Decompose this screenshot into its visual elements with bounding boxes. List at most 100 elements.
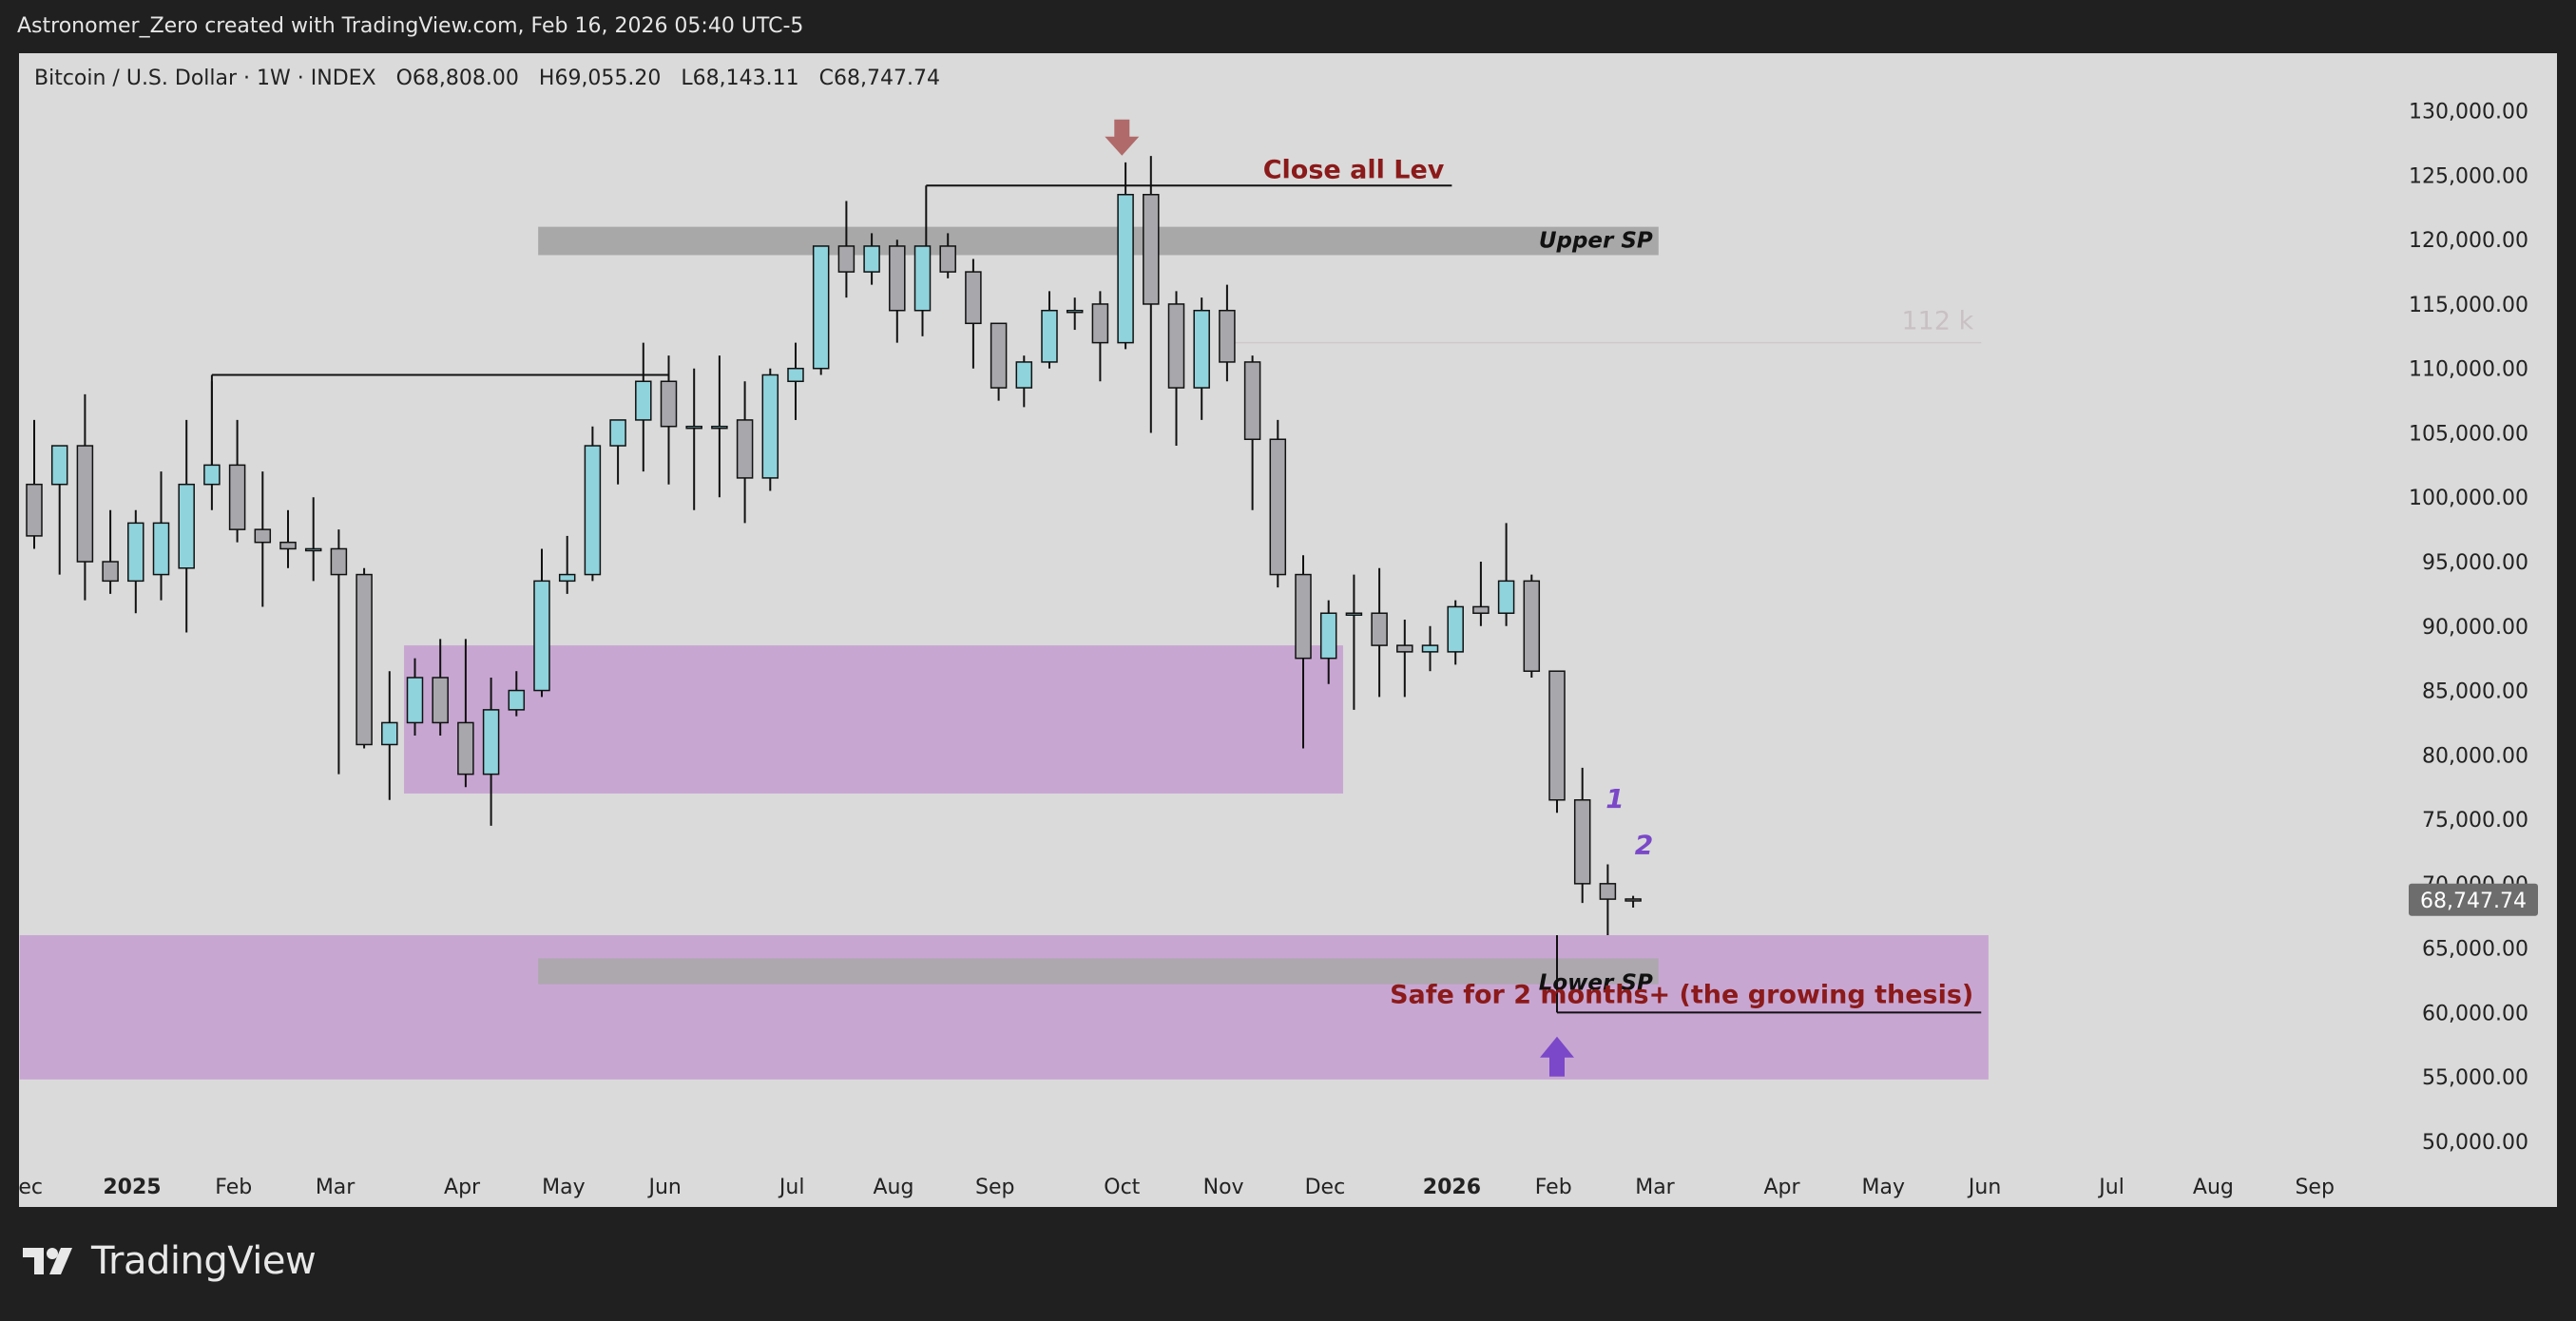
candle-body-42 bbox=[1066, 309, 1084, 314]
safe-line-label: Safe for 2 months+ (the growing thesis) bbox=[1390, 980, 1973, 1009]
x-tick-label: ec bbox=[19, 1176, 43, 1199]
x-tick-label: Dec bbox=[1305, 1176, 1346, 1199]
candle-body-44 bbox=[1117, 194, 1134, 344]
candle-body-61 bbox=[1548, 670, 1566, 801]
candle-body-38 bbox=[965, 271, 982, 325]
candle-body-31 bbox=[787, 367, 804, 383]
candle-body-57 bbox=[1447, 605, 1464, 653]
candle-body-51 bbox=[1295, 573, 1312, 660]
candle-body-53 bbox=[1345, 612, 1363, 616]
candle-body-34 bbox=[863, 245, 880, 273]
candle-body-11 bbox=[279, 541, 297, 550]
candle-body-54 bbox=[1371, 612, 1388, 646]
x-tick-label: Nov bbox=[1203, 1176, 1244, 1199]
candle-body-21 bbox=[533, 580, 550, 692]
candle-body-47 bbox=[1193, 309, 1210, 389]
candle-body-27 bbox=[685, 425, 702, 430]
arrow-down-icon bbox=[1105, 119, 1140, 156]
candle-body-24 bbox=[609, 419, 626, 447]
symbol-name: Bitcoin / U.S. Dollar · 1W · INDEX bbox=[34, 67, 376, 90]
chart-attribution: Astronomer_Zero created with TradingView… bbox=[17, 14, 804, 38]
y-tick-label: 65,000.00 bbox=[2422, 938, 2528, 962]
sp-band-label-1: Upper SP bbox=[1539, 228, 1653, 253]
candle-body-12 bbox=[304, 547, 322, 552]
wave-label-2: 2 bbox=[1635, 830, 1653, 861]
tradingview-logo[interactable]: TradingView bbox=[23, 1237, 317, 1285]
candle-body-52 bbox=[1319, 612, 1337, 660]
candle-body-63 bbox=[1599, 883, 1617, 900]
legend-low: L68,143.11 bbox=[681, 67, 799, 90]
candle-body-28 bbox=[711, 425, 728, 430]
wave-label-1: 1 bbox=[1605, 783, 1624, 814]
faint-112k-label: 112 k bbox=[1902, 307, 1974, 336]
candle-body-45 bbox=[1143, 194, 1160, 305]
candle-body-48 bbox=[1219, 309, 1236, 363]
y-tick-label: 120,000.00 bbox=[2409, 229, 2528, 253]
arrow-up-icon bbox=[1540, 1036, 1574, 1077]
x-tick-label: Mar bbox=[316, 1176, 356, 1199]
legend-close: C68,747.74 bbox=[818, 67, 940, 90]
y-tick-label: 75,000.00 bbox=[2422, 809, 2528, 833]
candle-body-39 bbox=[990, 322, 1008, 389]
x-tick-label: Jun bbox=[646, 1176, 681, 1199]
x-tick-label: Feb bbox=[215, 1176, 252, 1199]
candle-body-18 bbox=[457, 721, 474, 775]
chart-panel[interactable]: Upper SP Lower SP 112 k Close all Lev Safe f… bbox=[19, 53, 2557, 1207]
candle-body-33 bbox=[837, 245, 855, 273]
symbol-legend: Bitcoin / U.S. Dollar · 1W · INDEX O68,8… bbox=[34, 67, 953, 90]
candle-body-41 bbox=[1041, 309, 1058, 363]
candle-body-36 bbox=[913, 245, 932, 312]
x-tick-label: Aug bbox=[874, 1176, 914, 1199]
tradingview-logo-icon bbox=[23, 1248, 72, 1274]
x-tick-label: 2026 bbox=[1423, 1176, 1481, 1199]
y-tick-label: 80,000.00 bbox=[2422, 744, 2528, 768]
candle-body-22 bbox=[558, 573, 576, 583]
x-tick-label: Oct bbox=[1104, 1176, 1140, 1199]
y-tick-label: 115,000.00 bbox=[2409, 294, 2528, 317]
x-tick-label: Feb bbox=[1535, 1176, 1572, 1199]
y-tick-label: 105,000.00 bbox=[2409, 422, 2528, 446]
candle-body-13 bbox=[330, 547, 348, 576]
candle-body-23 bbox=[584, 445, 602, 576]
x-tick-label: Jun bbox=[1967, 1176, 2001, 1199]
y-tick-label: 90,000.00 bbox=[2422, 616, 2528, 640]
candle-body-7 bbox=[178, 483, 195, 569]
candle-body-19 bbox=[482, 709, 500, 775]
candle-body-49 bbox=[1243, 361, 1261, 441]
sp-band-1 bbox=[538, 226, 1659, 256]
candle-body-46 bbox=[1167, 303, 1185, 389]
x-tick-label: Apr bbox=[1763, 1176, 1800, 1199]
tradingview-wordmark: TradingView bbox=[91, 1239, 317, 1283]
candle-body-30 bbox=[761, 373, 779, 479]
candle-body-29 bbox=[736, 419, 754, 479]
x-tick-label: Jul bbox=[778, 1176, 805, 1199]
x-tick-label: Jul bbox=[2097, 1176, 2124, 1199]
close-all-lev-label: Close all Lev bbox=[1263, 155, 1445, 184]
x-tick-label: Mar bbox=[1635, 1176, 1675, 1199]
candle-body-3 bbox=[76, 445, 94, 563]
y-tick-label: 60,000.00 bbox=[2422, 1002, 2528, 1025]
x-tick-label: Aug bbox=[2193, 1176, 2234, 1199]
candle-body-37 bbox=[939, 245, 956, 273]
candle-body-60 bbox=[1523, 580, 1541, 672]
candle-body-59 bbox=[1497, 580, 1515, 614]
legend-open: O68,808.00 bbox=[395, 67, 519, 90]
candle-body-26 bbox=[660, 380, 678, 428]
candle-body-2 bbox=[50, 445, 68, 486]
candle-body-40 bbox=[1015, 361, 1033, 389]
candle-body-5 bbox=[127, 522, 144, 583]
y-tick-label: 110,000.00 bbox=[2409, 358, 2528, 382]
candle-body-15 bbox=[381, 721, 398, 746]
x-tick-label: 2025 bbox=[103, 1176, 161, 1199]
y-tick-label: 100,000.00 bbox=[2409, 487, 2528, 510]
x-tick-label: Sep bbox=[975, 1176, 1014, 1199]
sp-band-2 bbox=[538, 958, 1659, 985]
x-tick-label: Apr bbox=[444, 1176, 481, 1199]
candle-body-10 bbox=[254, 528, 272, 544]
candle-body-20 bbox=[508, 689, 526, 711]
candle-body-14 bbox=[356, 573, 373, 746]
candle-body-55 bbox=[1396, 644, 1413, 653]
candle-body-43 bbox=[1091, 303, 1109, 344]
y-tick-label: 85,000.00 bbox=[2422, 680, 2528, 704]
